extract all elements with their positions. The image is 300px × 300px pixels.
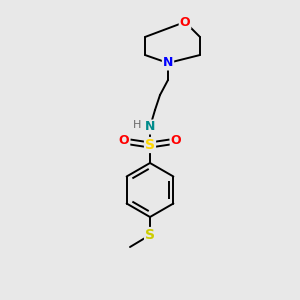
Text: O: O xyxy=(180,16,190,28)
Text: N: N xyxy=(163,56,173,70)
Text: H: H xyxy=(133,120,141,130)
Text: S: S xyxy=(145,138,155,152)
Text: S: S xyxy=(145,228,155,242)
Text: O: O xyxy=(119,134,129,148)
Text: N: N xyxy=(145,121,155,134)
Text: O: O xyxy=(171,134,181,148)
